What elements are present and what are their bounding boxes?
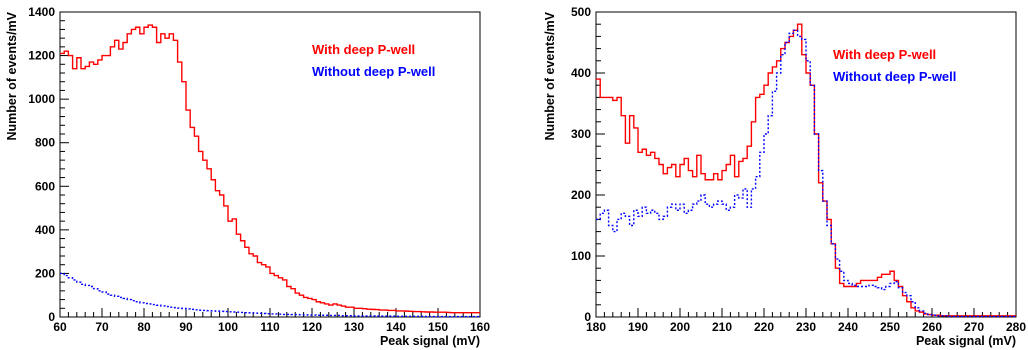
x-axis-title: Peak signal (mV): [916, 334, 1016, 348]
legend-entry: With deep P-well: [833, 47, 936, 62]
y-tick-label: 400: [35, 223, 55, 237]
x-tick-label: 150: [428, 320, 448, 334]
x-tick-label: 120: [302, 320, 322, 334]
x-tick-label: 200: [670, 320, 690, 334]
y-tick-label: 300: [571, 127, 591, 141]
x-tick-label: 100: [218, 320, 238, 334]
y-tick-label: 1400: [28, 5, 55, 19]
legend-entry: With deep P-well: [312, 42, 415, 57]
x-tick-label: 130: [344, 320, 364, 334]
y-tick-label: 1000: [28, 92, 55, 106]
x-tick-label: 90: [179, 320, 193, 334]
y-tick-label: 400: [571, 66, 591, 80]
legend-entry: Without deep P-well: [312, 64, 435, 79]
chart-right: 180 190 200 210 220 230 240 250 260 270 280 0 100 200…: [543, 5, 1026, 348]
y-tick-label: 600: [35, 179, 55, 193]
x-tick-label: 250: [880, 320, 900, 334]
y-tick-label: 500: [571, 5, 591, 19]
x-tick-label: 210: [712, 320, 732, 334]
legend-entry: Without deep P-well: [833, 69, 956, 84]
x-tick-label: 230: [796, 320, 816, 334]
x-axis-title: Peak signal (mV): [380, 334, 480, 348]
y-tick-label: 1200: [28, 49, 55, 63]
x-tick-label: 260: [922, 320, 942, 334]
x-tick-label: 220: [754, 320, 774, 334]
series-line-with-deep-p-well: [60, 24, 480, 314]
x-tick-label: 280: [1006, 320, 1026, 334]
series-line-with-deep-p-well: [596, 23, 1016, 317]
y-tick-label: 100: [571, 249, 591, 263]
x-tick-label: 110: [260, 320, 280, 334]
x-tick-label: 140: [386, 320, 406, 334]
x-tick-label: 240: [838, 320, 858, 334]
x-tick-label: 190: [628, 320, 648, 334]
x-tick-label: 160: [470, 320, 490, 334]
series-line-without-deep-p-well: [596, 29, 1016, 318]
series-line-without-deep-p-well: [60, 272, 480, 318]
chart-left: 60 70 80 90 100 110 120 130 140 150 160 0 200 400 600 8…: [5, 5, 490, 348]
x-tick-label: 180: [586, 320, 606, 334]
x-tick-label: 270: [964, 320, 984, 334]
y-axis-title: Number of events/mV: [543, 11, 557, 140]
y-tick-label: 0: [584, 310, 591, 324]
y-tick-label: 200: [571, 188, 591, 202]
y-tick-label: 800: [35, 136, 55, 150]
x-tick-label: 60: [53, 320, 67, 334]
x-tick-label: 70: [95, 320, 109, 334]
y-axis-title: Number of events/mV: [5, 11, 19, 140]
y-tick-label: 0: [48, 310, 55, 324]
x-tick-label: 80: [137, 320, 151, 334]
y-tick-label: 200: [35, 266, 55, 280]
